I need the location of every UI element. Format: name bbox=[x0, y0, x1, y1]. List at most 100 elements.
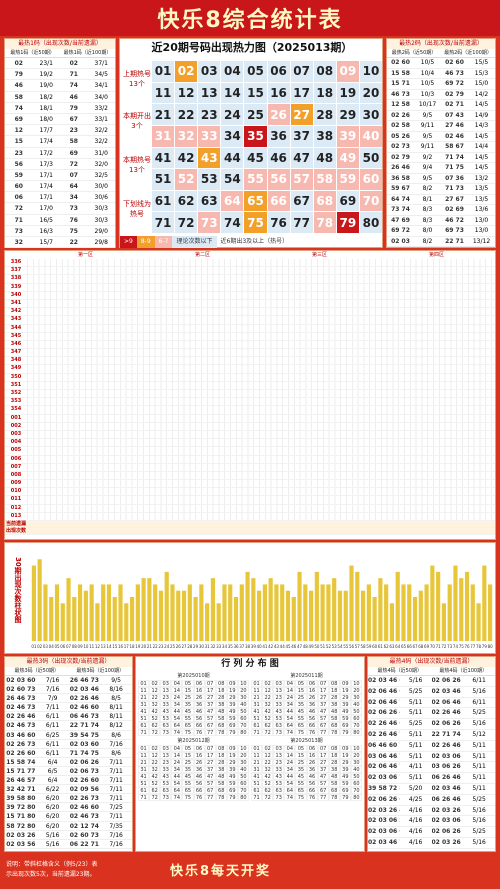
bar-tick-label: 78 bbox=[476, 644, 482, 649]
count-cell: 18/2 bbox=[39, 93, 53, 101]
heatmap-cell: 66 bbox=[267, 190, 290, 212]
bar bbox=[205, 603, 210, 641]
count-cell: 30/3 bbox=[94, 216, 108, 224]
number-cell: 69 bbox=[69, 149, 78, 157]
count-cell: 5/11 bbox=[472, 741, 486, 749]
distribution-cell: 75 bbox=[182, 729, 194, 736]
bar bbox=[280, 584, 285, 641]
count-cell: 7/11 bbox=[109, 758, 123, 766]
distribution-cell: 55 bbox=[295, 780, 307, 787]
bar bbox=[89, 584, 94, 641]
trend-row: 337 bbox=[5, 267, 495, 276]
distribution-cell: 18 bbox=[215, 687, 227, 694]
distribution-cell: 12 bbox=[262, 752, 274, 759]
heatmap-cell: 67 bbox=[290, 190, 313, 212]
distribution-cell: 79 bbox=[226, 729, 238, 736]
distribution-cell: 52 bbox=[262, 780, 274, 787]
hot-4-panel: 最热4码（出现次数/当前遗漏） 最热4码（近50期） 最热4码（近100期） 0… bbox=[367, 656, 496, 852]
heatmap-cell: 55 bbox=[244, 169, 267, 190]
distribution-cell: 75 bbox=[295, 794, 307, 801]
bar bbox=[326, 584, 331, 641]
distribution-cell: 58 bbox=[215, 715, 227, 722]
distribution-cell: 74 bbox=[171, 729, 183, 736]
number-cell: 46 73 bbox=[391, 90, 410, 98]
distribution-cell: 55 bbox=[295, 715, 307, 722]
number-cell: 02 03 60 bbox=[6, 677, 36, 684]
bar bbox=[37, 559, 42, 641]
heatmap-cell: 10 bbox=[359, 61, 382, 82]
table-row: 02 26 46 60 5/25 02 06 26 73 5/16 bbox=[368, 719, 495, 730]
distribution-cell: 72 bbox=[149, 794, 161, 801]
heatmap-cell: 56 bbox=[267, 169, 290, 190]
distribution-cell: 78 bbox=[215, 729, 227, 736]
count-cell: 10/5 bbox=[420, 59, 435, 66]
distribution-cell: 24 bbox=[171, 759, 183, 766]
heatmap-cell: 26 bbox=[267, 104, 290, 125]
distribution-cell: 39 bbox=[226, 766, 238, 773]
block-title: 第2025012期 bbox=[177, 738, 210, 744]
count-cell: 8/11 bbox=[109, 713, 123, 721]
bar bbox=[488, 584, 493, 641]
count-cell: 15/0 bbox=[474, 80, 489, 87]
period-label: 337 bbox=[10, 267, 22, 274]
distribution-cell: 04 bbox=[284, 745, 296, 752]
distribution-cell: 12 bbox=[149, 687, 161, 694]
distribution-cell: 25 bbox=[295, 759, 307, 766]
col-header: 最热2码（近50期） bbox=[391, 50, 437, 56]
distribution-cell: 03 bbox=[273, 745, 285, 752]
number-cell: 39 58 72 80 bbox=[368, 784, 400, 792]
bar-tick-label: 63 bbox=[389, 644, 395, 649]
distribution-cell: 50 bbox=[350, 708, 362, 715]
number-cell: 15 71 bbox=[391, 80, 410, 87]
count-cell: 32/2 bbox=[94, 138, 108, 146]
distribution-cell: 17 bbox=[204, 752, 216, 759]
heatmap-cell: 15 bbox=[244, 82, 267, 104]
distribution-cell: 73 bbox=[160, 729, 172, 736]
distribution-block: 第2025012期 01 02 03 04 05 06 07 08 09 10 11 12 13 14 15 1… bbox=[138, 738, 249, 801]
distribution-cell: 10 bbox=[350, 680, 362, 687]
bar bbox=[239, 584, 244, 641]
table-row: 02 58 9/11 27 46 14/3 bbox=[387, 121, 495, 132]
count-cell: 9/5 bbox=[111, 677, 121, 684]
count-cell: 5/20 bbox=[408, 784, 423, 792]
table-row: 02 03 46 60 5/16 02 06 26 46 6/11 bbox=[368, 676, 495, 687]
distribution-cell: 18 bbox=[328, 687, 340, 694]
count-cell: 8/0 bbox=[422, 227, 433, 234]
period-label: 012 bbox=[10, 504, 22, 511]
count-cell: 30/6 bbox=[94, 194, 108, 202]
table-row: 73 74 8/3 02 69 13/6 bbox=[387, 205, 495, 216]
bar bbox=[106, 584, 112, 641]
bar-tick-label: 18 bbox=[130, 644, 136, 649]
heatmap-cell: 42 bbox=[175, 147, 198, 169]
distribution-block: 第2025010期 01 02 03 04 05 06 07 08 09 10 11 12 13 14 15 1… bbox=[138, 673, 249, 736]
number-cell: 02 06 26 46 bbox=[431, 677, 464, 684]
period-label: 336 bbox=[10, 259, 22, 265]
number-cell: 02 79 bbox=[445, 90, 464, 98]
distribution-cell: 22 bbox=[149, 694, 161, 701]
distribution-cell: 20 bbox=[350, 687, 362, 694]
heatmap-cell: 71 bbox=[152, 212, 175, 233]
count-cell: 5/25 bbox=[408, 720, 423, 728]
section-label: 第三区 bbox=[311, 252, 327, 258]
bar bbox=[129, 597, 135, 641]
bar bbox=[332, 578, 337, 641]
number-cell: 02 79 bbox=[391, 153, 410, 161]
distribution-cell: 42 bbox=[262, 708, 274, 715]
count-cell: 8/5 bbox=[111, 695, 121, 703]
bar-tick-label: 22 bbox=[153, 644, 159, 649]
bar bbox=[118, 584, 123, 641]
number-cell: 72 bbox=[14, 205, 23, 213]
bar-tick-label: 35 bbox=[228, 644, 234, 649]
distribution-cell: 54 bbox=[171, 715, 183, 722]
table-row: 02 26 9/5 07 43 14/9 bbox=[387, 111, 495, 121]
distribution-cell: 09 bbox=[226, 680, 238, 687]
distribution-cell: 31 bbox=[138, 701, 150, 708]
legend-gt9: >9 bbox=[120, 236, 137, 248]
bar-tick-label: 20 bbox=[141, 644, 147, 649]
footer-note-line: 示出现次数5次，当前遗漏23期。 bbox=[6, 871, 96, 878]
number-cell: 02 03 06 60 bbox=[368, 828, 400, 836]
bar-tick-label: 66 bbox=[407, 644, 413, 649]
trend-chart: 第一区 第二区 第三区 第四区 336 337 338 339 340 341 342 343… bbox=[4, 250, 496, 540]
count-cell: 13/2 bbox=[474, 174, 489, 182]
